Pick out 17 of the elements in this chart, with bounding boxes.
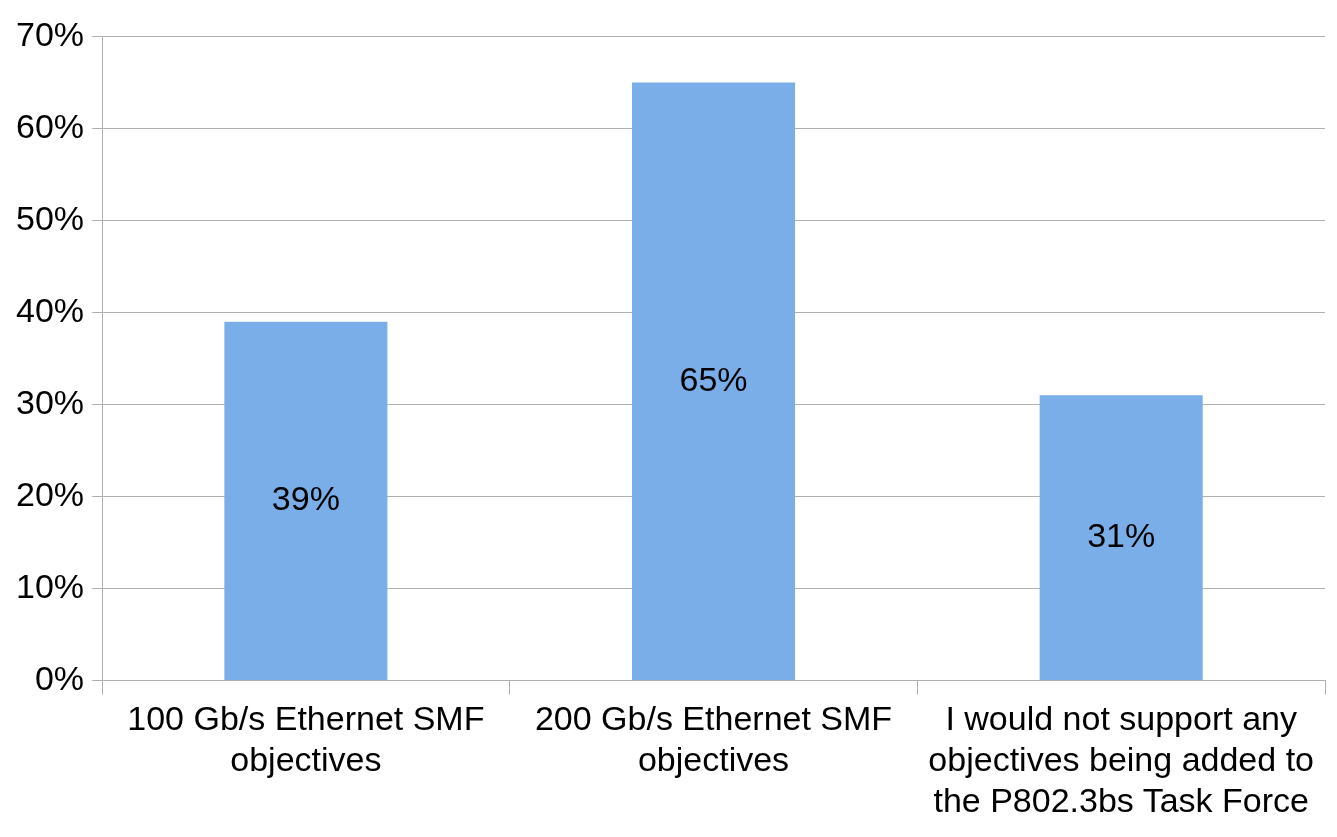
data-label: 65% — [679, 359, 748, 398]
y-tick-label: 20% — [15, 474, 85, 513]
y-tick-label: 0% — [34, 658, 85, 697]
x-tick-label: 100 Gb/s Ethernet SMF objectives — [127, 699, 485, 779]
y-tick-label: 60% — [15, 106, 85, 145]
bar — [1039, 395, 1203, 681]
x-tick-label: I would not support any objectives being added to the P802.3bs Task Force — [928, 699, 1314, 819]
y-tick-label: 40% — [15, 290, 85, 329]
bar — [224, 321, 388, 681]
bar — [632, 82, 796, 681]
y-tick-label: 30% — [15, 382, 85, 421]
y-tick-label: 50% — [15, 198, 85, 237]
data-label: 39% — [271, 479, 340, 518]
data-label: 31% — [1087, 516, 1156, 555]
y-tick-label: 70% — [15, 14, 85, 53]
x-tick-label: 200 Gb/s Ethernet SMF objectives — [534, 699, 893, 779]
y-tick-label: 10% — [15, 566, 85, 605]
